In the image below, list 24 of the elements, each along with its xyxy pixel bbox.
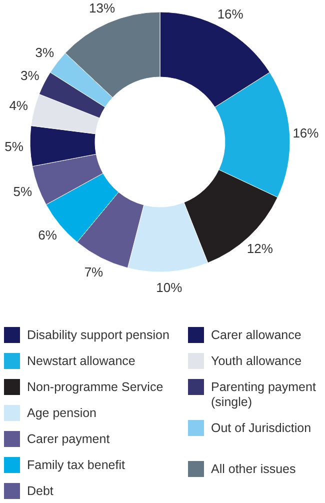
data-label: 7% xyxy=(84,264,104,280)
legend-label: Out of Jurisdiction xyxy=(211,421,312,435)
data-label: 3% xyxy=(20,68,40,84)
data-label: 4% xyxy=(9,98,28,114)
legend-label: Family tax benefit xyxy=(27,458,126,472)
legend-label: Parenting payment (single) xyxy=(211,380,316,409)
legend-label: Debt xyxy=(27,484,54,498)
legend-label: Age pension xyxy=(27,406,97,420)
legend-label: Newstart allowance xyxy=(27,354,136,368)
data-label: 3% xyxy=(35,45,54,60)
legend-label: Carer allowance xyxy=(211,328,302,342)
legend-label: Non-programme Service xyxy=(27,380,164,394)
data-label: 16% xyxy=(217,6,244,22)
data-label: 6% xyxy=(38,228,58,243)
data-label: 13% xyxy=(89,0,116,16)
data-label: 5% xyxy=(13,184,32,199)
data-label: 5% xyxy=(4,139,24,154)
data-label: 16% xyxy=(292,125,320,140)
legend-label: Carer payment xyxy=(27,432,110,446)
data-label: 12% xyxy=(246,240,274,256)
legend-label: Youth allowance xyxy=(211,354,302,368)
legend-label: All other issues xyxy=(211,462,296,476)
legend-label: Disability support pension xyxy=(27,328,170,342)
data-label: 10% xyxy=(156,280,183,296)
